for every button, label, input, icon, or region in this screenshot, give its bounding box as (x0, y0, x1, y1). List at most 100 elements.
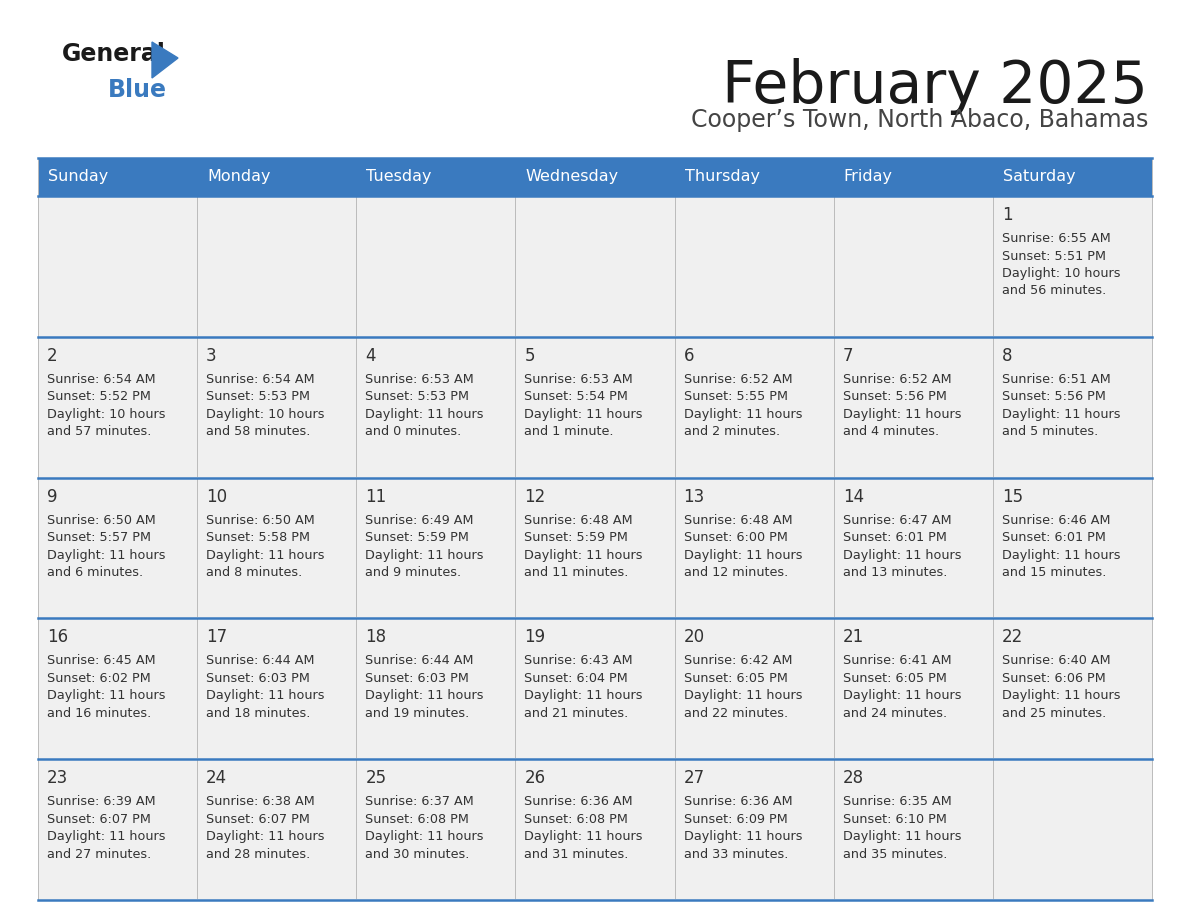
Text: Sunrise: 6:45 AM: Sunrise: 6:45 AM (48, 655, 156, 667)
Text: Sunrise: 6:48 AM: Sunrise: 6:48 AM (524, 513, 633, 527)
Text: Sunset: 6:07 PM: Sunset: 6:07 PM (48, 812, 151, 825)
Text: 10: 10 (207, 487, 227, 506)
Text: Sunrise: 6:44 AM: Sunrise: 6:44 AM (207, 655, 315, 667)
Text: 6: 6 (683, 347, 694, 364)
Text: Sunrise: 6:36 AM: Sunrise: 6:36 AM (683, 795, 792, 808)
Text: Daylight: 10 hours: Daylight: 10 hours (207, 408, 324, 420)
Text: Daylight: 11 hours: Daylight: 11 hours (48, 549, 165, 562)
Text: Sunrise: 6:39 AM: Sunrise: 6:39 AM (48, 795, 156, 808)
Text: Sunset: 5:52 PM: Sunset: 5:52 PM (48, 390, 151, 403)
Text: 8: 8 (1001, 347, 1012, 364)
Text: and 4 minutes.: and 4 minutes. (842, 425, 939, 438)
Text: and 21 minutes.: and 21 minutes. (524, 707, 628, 720)
Text: and 58 minutes.: and 58 minutes. (207, 425, 310, 438)
Text: 28: 28 (842, 769, 864, 788)
Text: 27: 27 (683, 769, 704, 788)
Text: and 5 minutes.: and 5 minutes. (1001, 425, 1098, 438)
Text: 18: 18 (365, 629, 386, 646)
Bar (834, 158, 993, 196)
Text: Daylight: 10 hours: Daylight: 10 hours (48, 408, 165, 420)
Text: Sunset: 5:57 PM: Sunset: 5:57 PM (48, 532, 151, 544)
Text: 11: 11 (365, 487, 386, 506)
Text: and 1 minute.: and 1 minute. (524, 425, 614, 438)
Text: Saturday: Saturday (1003, 170, 1075, 185)
Text: Daylight: 11 hours: Daylight: 11 hours (365, 408, 484, 420)
Text: Daylight: 11 hours: Daylight: 11 hours (1001, 549, 1120, 562)
Text: Daylight: 11 hours: Daylight: 11 hours (48, 830, 165, 844)
Text: Daylight: 11 hours: Daylight: 11 hours (683, 408, 802, 420)
Text: 12: 12 (524, 487, 545, 506)
Text: Sunset: 6:06 PM: Sunset: 6:06 PM (1001, 672, 1106, 685)
Text: Daylight: 11 hours: Daylight: 11 hours (365, 549, 484, 562)
Text: and 16 minutes.: and 16 minutes. (48, 707, 151, 720)
Bar (38, 337, 1152, 477)
Text: and 9 minutes.: and 9 minutes. (365, 566, 461, 579)
Text: Daylight: 11 hours: Daylight: 11 hours (207, 549, 324, 562)
Text: 19: 19 (524, 629, 545, 646)
Text: Sunrise: 6:37 AM: Sunrise: 6:37 AM (365, 795, 474, 808)
Polygon shape (152, 42, 178, 78)
Text: Daylight: 11 hours: Daylight: 11 hours (683, 830, 802, 844)
Text: and 8 minutes.: and 8 minutes. (207, 566, 303, 579)
Text: and 28 minutes.: and 28 minutes. (207, 847, 310, 861)
Text: Sunset: 5:53 PM: Sunset: 5:53 PM (207, 390, 310, 403)
Text: Sunset: 6:02 PM: Sunset: 6:02 PM (48, 672, 151, 685)
Text: Sunrise: 6:48 AM: Sunrise: 6:48 AM (683, 513, 792, 527)
Text: Daylight: 11 hours: Daylight: 11 hours (207, 689, 324, 702)
Text: and 11 minutes.: and 11 minutes. (524, 566, 628, 579)
Text: Daylight: 11 hours: Daylight: 11 hours (842, 689, 961, 702)
Text: Daylight: 11 hours: Daylight: 11 hours (683, 549, 802, 562)
Text: and 27 minutes.: and 27 minutes. (48, 847, 151, 861)
Text: Sunset: 6:08 PM: Sunset: 6:08 PM (365, 812, 469, 825)
Text: Sunrise: 6:53 AM: Sunrise: 6:53 AM (365, 373, 474, 386)
Text: Daylight: 11 hours: Daylight: 11 hours (365, 689, 484, 702)
Text: and 25 minutes.: and 25 minutes. (1001, 707, 1106, 720)
Text: and 12 minutes.: and 12 minutes. (683, 566, 788, 579)
Text: 21: 21 (842, 629, 864, 646)
Text: Daylight: 10 hours: Daylight: 10 hours (1001, 267, 1120, 280)
Text: Daylight: 11 hours: Daylight: 11 hours (524, 830, 643, 844)
Text: Sunrise: 6:54 AM: Sunrise: 6:54 AM (207, 373, 315, 386)
Text: 22: 22 (1001, 629, 1023, 646)
Text: Daylight: 11 hours: Daylight: 11 hours (524, 689, 643, 702)
Text: Sunset: 6:10 PM: Sunset: 6:10 PM (842, 812, 947, 825)
Text: Tuesday: Tuesday (366, 170, 431, 185)
Text: 24: 24 (207, 769, 227, 788)
Text: Sunset: 5:53 PM: Sunset: 5:53 PM (365, 390, 469, 403)
Text: Cooper’s Town, North Abaco, Bahamas: Cooper’s Town, North Abaco, Bahamas (690, 108, 1148, 132)
Text: Daylight: 11 hours: Daylight: 11 hours (365, 830, 484, 844)
Text: Sunset: 5:55 PM: Sunset: 5:55 PM (683, 390, 788, 403)
Text: Sunset: 6:01 PM: Sunset: 6:01 PM (842, 532, 947, 544)
Text: and 0 minutes.: and 0 minutes. (365, 425, 461, 438)
Text: and 30 minutes.: and 30 minutes. (365, 847, 469, 861)
Text: 2: 2 (48, 347, 58, 364)
Text: Sunset: 6:01 PM: Sunset: 6:01 PM (1001, 532, 1106, 544)
Text: Sunrise: 6:49 AM: Sunrise: 6:49 AM (365, 513, 474, 527)
Text: Sunset: 6:03 PM: Sunset: 6:03 PM (365, 672, 469, 685)
Text: Daylight: 11 hours: Daylight: 11 hours (524, 408, 643, 420)
Text: Sunrise: 6:55 AM: Sunrise: 6:55 AM (1001, 232, 1111, 245)
Text: Daylight: 11 hours: Daylight: 11 hours (48, 689, 165, 702)
Text: Sunrise: 6:46 AM: Sunrise: 6:46 AM (1001, 513, 1111, 527)
Text: Daylight: 11 hours: Daylight: 11 hours (683, 689, 802, 702)
Bar (516, 158, 675, 196)
Text: Sunset: 6:00 PM: Sunset: 6:00 PM (683, 532, 788, 544)
Text: Daylight: 11 hours: Daylight: 11 hours (1001, 408, 1120, 420)
Text: Daylight: 11 hours: Daylight: 11 hours (524, 549, 643, 562)
Text: Monday: Monday (207, 170, 271, 185)
Text: 25: 25 (365, 769, 386, 788)
Text: Sunset: 6:09 PM: Sunset: 6:09 PM (683, 812, 788, 825)
Text: Thursday: Thursday (684, 170, 759, 185)
Bar (38, 619, 1152, 759)
Text: and 24 minutes.: and 24 minutes. (842, 707, 947, 720)
Text: Sunrise: 6:38 AM: Sunrise: 6:38 AM (207, 795, 315, 808)
Text: Sunrise: 6:52 AM: Sunrise: 6:52 AM (842, 373, 952, 386)
Text: Sunset: 5:58 PM: Sunset: 5:58 PM (207, 532, 310, 544)
Text: Daylight: 11 hours: Daylight: 11 hours (842, 408, 961, 420)
Text: 14: 14 (842, 487, 864, 506)
Text: Daylight: 11 hours: Daylight: 11 hours (207, 830, 324, 844)
Text: 23: 23 (48, 769, 68, 788)
Text: Sunset: 6:05 PM: Sunset: 6:05 PM (683, 672, 788, 685)
Text: 15: 15 (1001, 487, 1023, 506)
Text: Sunset: 6:07 PM: Sunset: 6:07 PM (207, 812, 310, 825)
